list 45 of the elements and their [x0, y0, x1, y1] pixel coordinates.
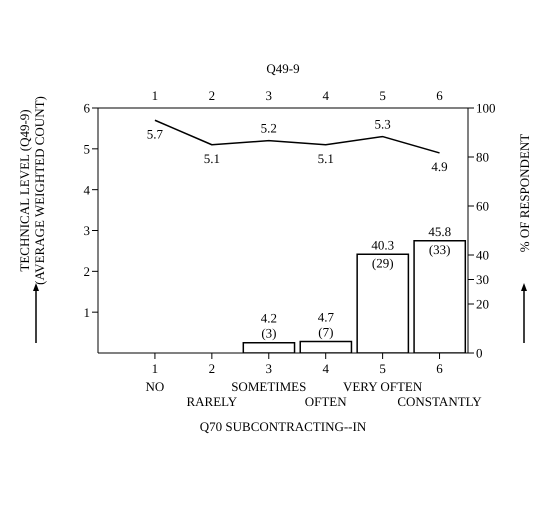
- data-label: 4.9: [431, 158, 448, 174]
- y-axis-title: TECHNICAL LEVEL (Q49-9) (AVERAGE WEIGHTED COUNT): [17, 96, 47, 285]
- y2-tick-label: 100: [476, 100, 496, 116]
- data-label: 5.3: [374, 116, 391, 132]
- text: SOMETIMES: [231, 379, 306, 394]
- data-label: 4.7 (7): [318, 309, 334, 340]
- data-label: 5.1: [318, 150, 334, 166]
- x2-tick-label: 1: [152, 361, 158, 376]
- data-label: 5.2: [260, 120, 277, 136]
- y-tick-label: 3: [84, 223, 90, 238]
- y-tick-label: 2: [84, 264, 90, 279]
- x2-tick-label: 4: [322, 361, 330, 376]
- x-tick-label: 2: [208, 88, 216, 103]
- text: VERY OFTEN: [342, 379, 423, 394]
- data-label: 45.8 (33): [428, 224, 452, 257]
- text: CONSTANTLY: [397, 394, 482, 409]
- y-tick-label: 4: [84, 182, 90, 198]
- data-label: 5.7: [146, 126, 164, 142]
- y2-tick-label: 30: [476, 272, 489, 288]
- x-tick-label: 6: [436, 88, 444, 103]
- text: NO: [146, 379, 164, 394]
- text: OFTEN: [304, 394, 348, 409]
- data-label: 40.3 (29): [371, 237, 394, 270]
- x2-tick-label: 6: [436, 361, 444, 376]
- x2-tick-label: 5: [379, 361, 386, 376]
- y-tick-label: 6: [84, 100, 90, 116]
- data-label: 5.1: [204, 150, 220, 166]
- y-tick-label: 1: [84, 304, 90, 320]
- x2-axis-title: Q49-9: [266, 61, 300, 76]
- y2-tick-label: 60: [476, 198, 489, 214]
- x2-tick-label: 2: [208, 361, 216, 376]
- y2-tick-label: 80: [476, 150, 489, 165]
- y2-tick-label: 40: [476, 248, 489, 263]
- x-tick-label: 3: [266, 88, 272, 103]
- y2-tick-label: 0: [476, 346, 482, 361]
- data-label: 4.2 (3): [260, 310, 278, 341]
- x-tick-label: 1: [152, 88, 158, 103]
- y2-axis-title: % OF RESPONDENT: [517, 134, 532, 252]
- x2-tick-label: 3: [266, 361, 272, 376]
- y2-tick-label: 20: [476, 296, 489, 312]
- x-axis-title: Q70 SUBCONTRACTING--IN: [200, 419, 367, 434]
- text: RARELY: [186, 394, 238, 409]
- x-tick-label: 5: [379, 88, 386, 103]
- y-tick-label: 5: [84, 141, 90, 156]
- x-tick-label: 4: [322, 88, 330, 103]
